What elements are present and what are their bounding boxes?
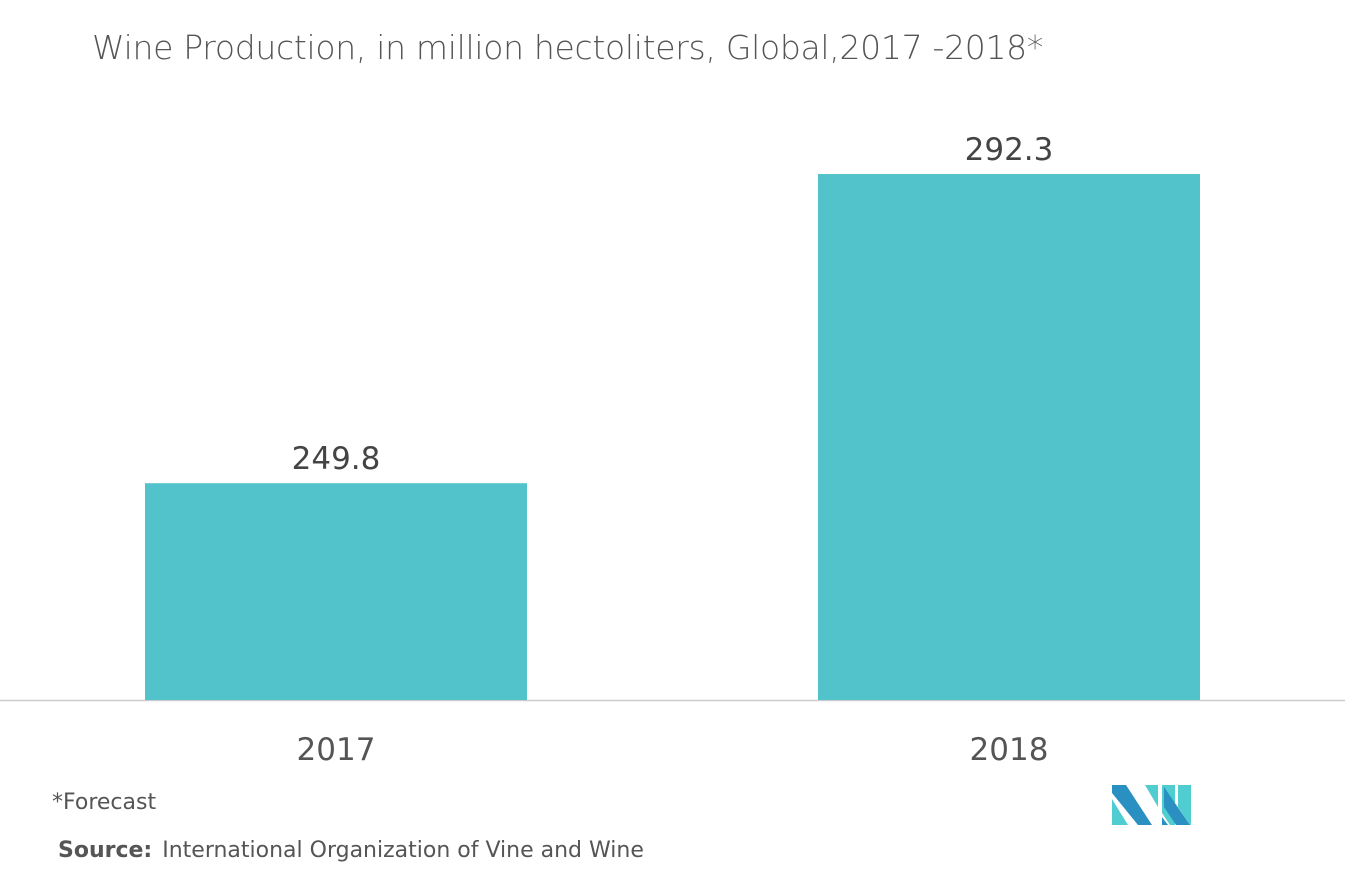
data-label-2018: 292.3: [965, 132, 1054, 168]
source-label: Source:: [58, 838, 153, 863]
footnote: *Forecast: [52, 790, 157, 815]
x-tick-label-2018: 2018: [970, 732, 1049, 768]
source-text: International Organization of Vine and W…: [162, 838, 644, 863]
chart-title: Wine Production, in million hectoliters,…: [92, 28, 1044, 67]
bar-2017: [145, 483, 527, 700]
data-label-2017: 249.8: [292, 441, 381, 477]
x-tick-label-2017: 2017: [297, 732, 376, 768]
logo-icon: [1112, 785, 1191, 825]
bar-2018: [818, 174, 1200, 700]
source-line: Source: International Organization of Vin…: [58, 838, 644, 863]
